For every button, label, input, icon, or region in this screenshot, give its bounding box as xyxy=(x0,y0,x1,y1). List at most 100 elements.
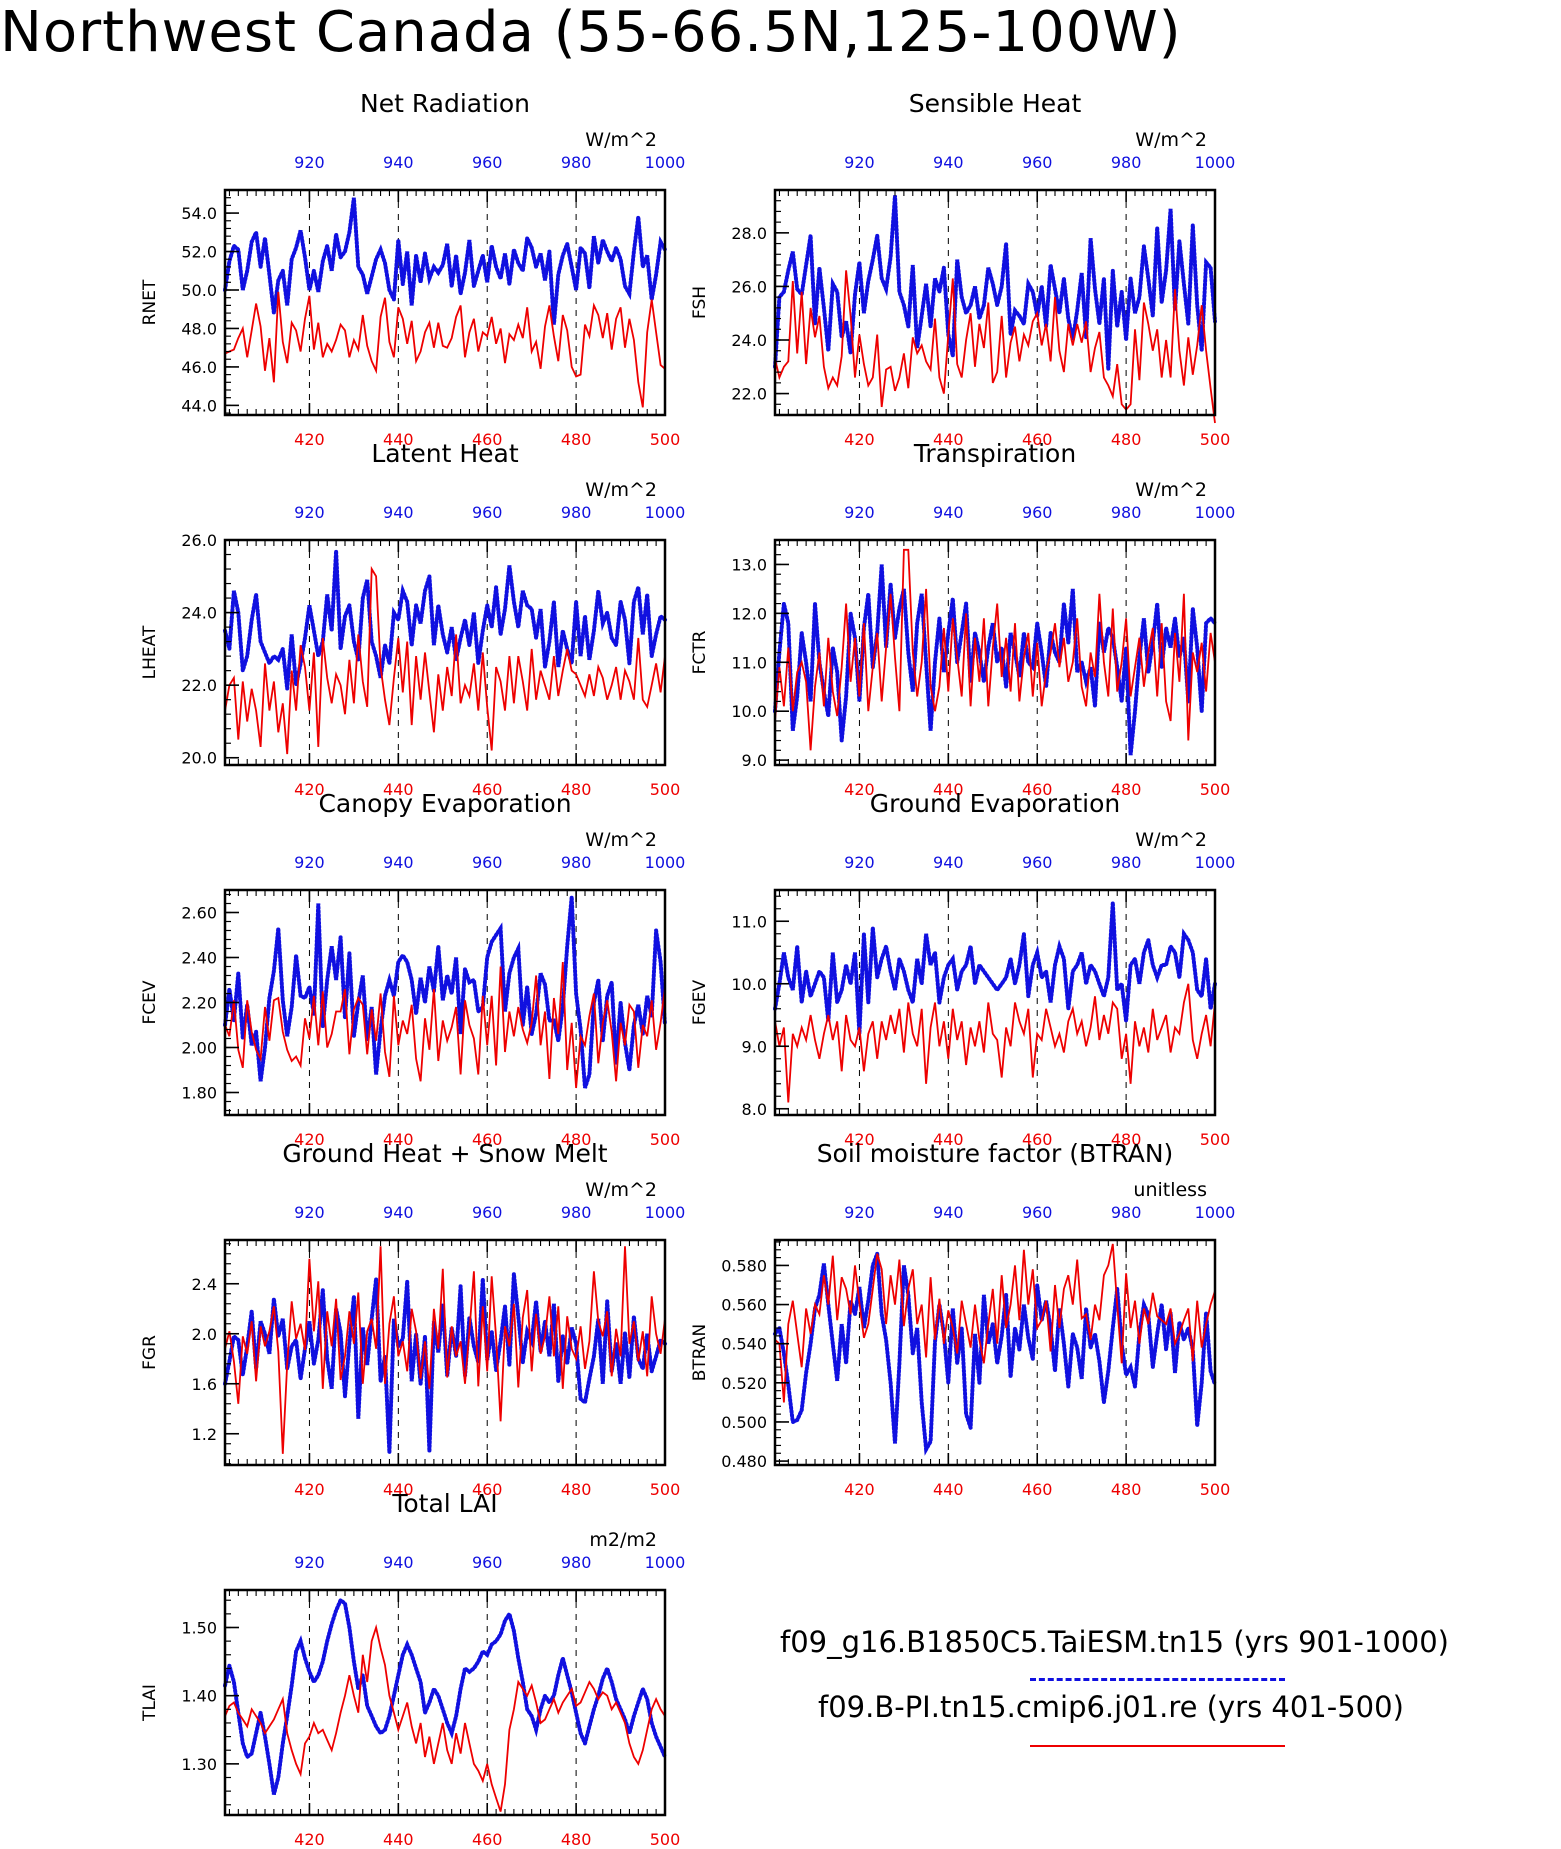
x-tick-label-bottom: 420 xyxy=(294,430,325,449)
plot-frame xyxy=(223,538,667,767)
y-tick-label: 2.00 xyxy=(181,1039,217,1058)
plot-frame xyxy=(223,188,667,417)
x-tick-label-top: 920 xyxy=(294,1553,325,1572)
x-tick-label-top: 1000 xyxy=(1195,853,1236,872)
x-tick-label-top: 980 xyxy=(1111,503,1142,522)
x-tick-label-bottom: 460 xyxy=(1022,1130,1053,1149)
x-tick-label-bottom: 500 xyxy=(1200,1480,1231,1499)
panel-title: Net Radiation xyxy=(360,89,530,118)
x-tick-label-top: 920 xyxy=(844,153,875,172)
x-tick-label-bottom: 420 xyxy=(844,1130,875,1149)
y-axis-label: FGEV xyxy=(690,979,710,1025)
y-tick-label: 26.0 xyxy=(181,531,217,550)
x-tick-label-bottom: 460 xyxy=(1022,780,1053,799)
x-tick-label-top: 940 xyxy=(933,503,964,522)
y-axis-label: FGR xyxy=(140,1335,160,1370)
x-tick-label-top: 1000 xyxy=(645,503,686,522)
series-line-bottom xyxy=(774,1243,1216,1403)
x-tick-label-bottom: 500 xyxy=(650,1480,681,1499)
x-tick-label-top: 960 xyxy=(472,1203,503,1222)
y-tick-label: 24.0 xyxy=(181,604,217,623)
x-tick-label-bottom: 420 xyxy=(844,430,875,449)
legend-line-blue xyxy=(1030,1678,1285,1681)
panel-title: Sensible Heat xyxy=(909,89,1082,118)
y-tick-label: 24.0 xyxy=(731,331,767,350)
y-tick-label: 11.0 xyxy=(731,653,767,672)
y-tick-label: 12.0 xyxy=(731,604,767,623)
y-tick-label: 1.40 xyxy=(181,1687,217,1706)
panel-tlai: Total LAI m2/m2 TLAI 1.30 1.40 1.50 420 440 460 4… xyxy=(140,1489,685,1849)
x-tick-label-bottom: 500 xyxy=(1200,1130,1231,1149)
y-tick-label: 0.520 xyxy=(721,1374,767,1393)
x-tick-label-top: 920 xyxy=(844,503,875,522)
y-tick-label: 52.0 xyxy=(181,243,217,262)
y-tick-label: 10.0 xyxy=(731,702,767,721)
x-tick-label-top: 1000 xyxy=(1195,153,1236,172)
panel-fgev: Ground Evaporation W/m^2 FGEV 8.0 9.0 10.0 11.… xyxy=(690,789,1235,1149)
x-tick-label-bottom: 420 xyxy=(844,780,875,799)
x-tick-label-bottom: 500 xyxy=(650,1830,681,1849)
units-label: W/m^2 xyxy=(585,829,657,851)
y-tick-label: 10.0 xyxy=(731,975,767,994)
y-tick-label: 2.20 xyxy=(181,994,217,1013)
panel-title: Soil moisture factor (BTRAN) xyxy=(817,1139,1174,1168)
x-tick-label-bottom: 480 xyxy=(1111,430,1142,449)
x-tick-label-bottom: 480 xyxy=(561,1130,592,1149)
series-line-bottom xyxy=(224,1246,666,1454)
series-line-bottom xyxy=(224,1624,666,1812)
x-tick-label-top: 980 xyxy=(561,503,592,522)
x-tick-label-bottom: 480 xyxy=(1111,780,1142,799)
x-tick-label-top: 940 xyxy=(383,503,414,522)
legend-label-red: f09.B-PI.tn15.cmip6.j01.re (yrs 401-500) xyxy=(818,1690,1404,1724)
x-tick-label-top: 960 xyxy=(472,853,503,872)
x-tick-label-top: 920 xyxy=(844,853,875,872)
units-label: W/m^2 xyxy=(1135,479,1207,501)
x-tick-label-top: 960 xyxy=(1022,853,1053,872)
x-tick-label-top: 980 xyxy=(1111,1203,1142,1222)
x-tick-label-top: 960 xyxy=(1022,153,1053,172)
legend-line-red xyxy=(1030,1745,1285,1747)
x-tick-label-bottom: 500 xyxy=(650,1130,681,1149)
x-tick-label-bottom: 480 xyxy=(561,1830,592,1849)
x-tick-label-bottom: 500 xyxy=(650,430,681,449)
x-tick-label-top: 980 xyxy=(1111,153,1142,172)
x-tick-label-top: 1000 xyxy=(645,853,686,872)
y-tick-label: 54.0 xyxy=(181,204,217,223)
x-tick-label-top: 960 xyxy=(472,1553,503,1572)
y-tick-label: 1.2 xyxy=(192,1425,217,1444)
x-tick-label-top: 940 xyxy=(383,853,414,872)
x-tick-label-bottom: 480 xyxy=(561,780,592,799)
x-tick-label-bottom: 460 xyxy=(472,430,503,449)
panel-title: Ground Heat + Snow Melt xyxy=(282,1139,607,1168)
x-tick-label-top: 980 xyxy=(561,1553,592,1572)
y-tick-label: 44.0 xyxy=(181,396,217,415)
x-tick-label-top: 960 xyxy=(472,153,503,172)
x-tick-label-bottom: 480 xyxy=(561,1480,592,1499)
x-tick-label-top: 980 xyxy=(561,853,592,872)
y-tick-label: 2.4 xyxy=(192,1275,217,1294)
y-tick-label: 9.0 xyxy=(742,1037,767,1056)
units-label: m2/m2 xyxy=(589,1529,657,1551)
y-axis-label: BTRAN xyxy=(690,1324,710,1382)
x-tick-label-top: 980 xyxy=(561,153,592,172)
series-line-bottom xyxy=(774,548,1216,751)
x-tick-label-top: 1000 xyxy=(645,1553,686,1572)
x-tick-label-top: 920 xyxy=(294,1203,325,1222)
plot-frame xyxy=(773,188,1217,417)
panel-title: Canopy Evaporation xyxy=(318,789,571,818)
units-label: W/m^2 xyxy=(585,129,657,151)
x-tick-label-bottom: 440 xyxy=(383,1130,414,1149)
y-tick-label: 26.0 xyxy=(731,277,767,296)
panel-rnet: Net Radiation W/m^2 RNET 44.0 46.0 48.0 50.0 52… xyxy=(140,89,685,449)
x-tick-label-bottom: 440 xyxy=(933,1130,964,1149)
legend-label-blue: f09_g16.B1850C5.TaiESM.tn15 (yrs 901-100… xyxy=(780,1625,1449,1659)
y-tick-label: 0.580 xyxy=(721,1256,767,1275)
x-tick-label-top: 920 xyxy=(294,853,325,872)
y-axis-label: LHEAT xyxy=(140,625,160,679)
y-tick-label: 20.0 xyxy=(181,749,217,768)
y-tick-label: 13.0 xyxy=(731,555,767,574)
x-tick-label-bottom: 440 xyxy=(933,780,964,799)
series-line-top xyxy=(223,896,667,1089)
x-tick-label-top: 960 xyxy=(1022,1203,1053,1222)
